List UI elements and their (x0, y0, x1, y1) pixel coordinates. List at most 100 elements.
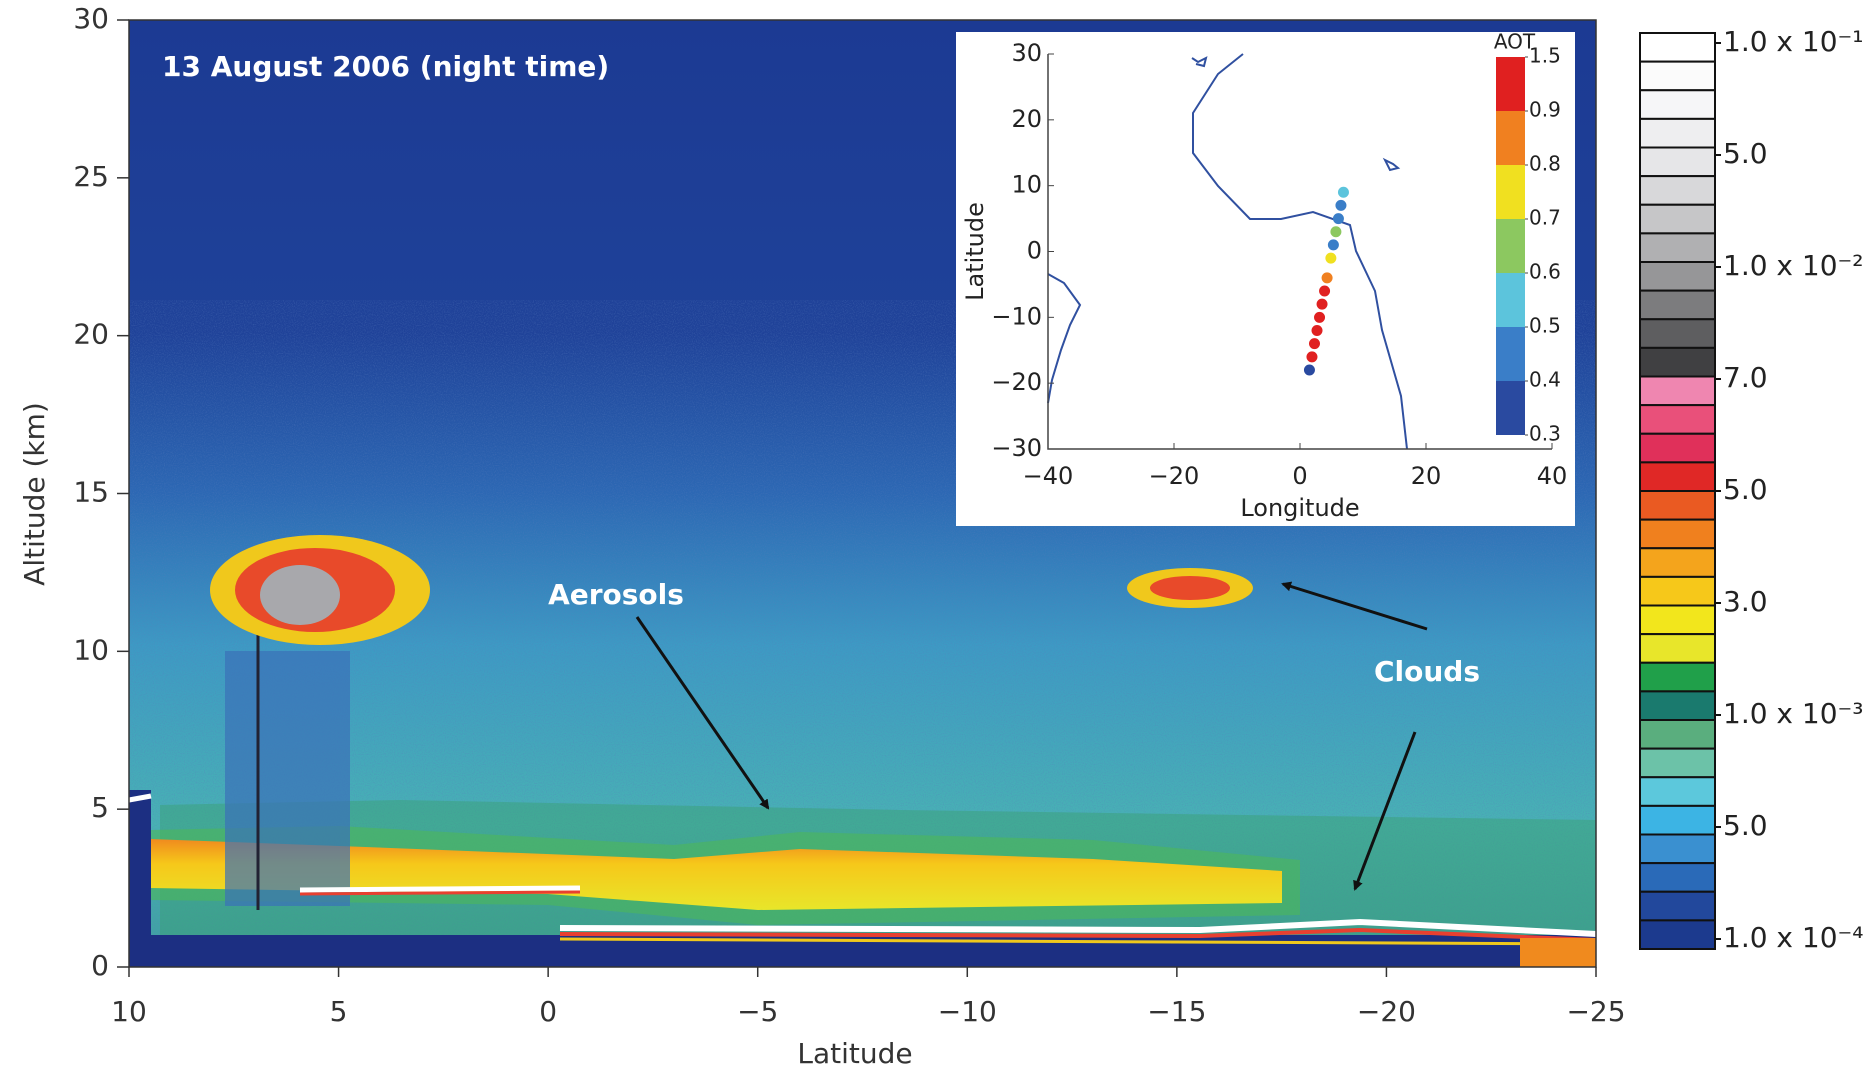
y-tick-label: −10 (991, 302, 1042, 330)
cloud (210, 535, 1253, 645)
aot-colorbar-segment (1496, 273, 1525, 327)
colorbar-tick-label: 5.0 (1723, 137, 1768, 170)
track-point (1319, 285, 1331, 297)
aot-colorbar-segment (1496, 57, 1525, 111)
y-axis-label: Altitude (km) (18, 402, 51, 586)
arrow (1353, 731, 1417, 891)
colorbar-segment (1639, 60, 1716, 92)
track-point (1321, 272, 1333, 284)
y-tick-label: 25 (73, 160, 109, 193)
x-tick-label: 0 (1292, 462, 1307, 490)
colorbar-segment (1639, 890, 1716, 922)
clouds-label: Clouds (1374, 655, 1480, 688)
colorbar-segment (1639, 547, 1716, 578)
colorbar-segment (1639, 661, 1716, 693)
colorbar-tick-label: 1.0 x 10⁻⁴ (1723, 921, 1864, 954)
y-tick-label: 30 (73, 2, 109, 35)
colorbar-segment (1639, 318, 1716, 349)
colorbar-segment (1639, 776, 1716, 807)
x-tick-label: −20 (1357, 995, 1416, 1028)
colorbar-segment (1639, 490, 1716, 521)
y-tick-label: 20 (1011, 105, 1042, 133)
x-tick-label: −40 (1023, 462, 1074, 490)
inset-background (956, 32, 1575, 526)
colorbar-segment (1639, 862, 1716, 893)
colorbar-tick-label: 1.0 x 10⁻³ (1723, 697, 1864, 730)
colorbar-segment (1639, 804, 1716, 836)
track-point (1332, 213, 1344, 225)
colorbar-segment (1639, 375, 1716, 407)
aot-tick-label: 0.5 (1529, 314, 1561, 338)
colorbar-segment (1639, 346, 1716, 378)
aot-tick-label: 0.6 (1529, 260, 1561, 284)
colorbar-segment (1639, 919, 1716, 950)
y-tick-label: 10 (1011, 171, 1042, 199)
track-point (1335, 199, 1347, 211)
colorbar-segment (1639, 404, 1716, 435)
date-label: 13 August 2006 (night time) (162, 50, 609, 83)
colorbar-segment (1639, 117, 1716, 149)
colorbar-tick-label: 1.0 x 10⁻² (1723, 249, 1864, 282)
colorbar-segment (1639, 633, 1716, 664)
colorbar-segment (1639, 261, 1716, 292)
colorbar-segment (1639, 461, 1716, 492)
x-tick-label: 20 (1411, 462, 1442, 490)
track-point (1325, 252, 1337, 264)
y-tick-label: 5 (91, 791, 109, 824)
aot-tick-label: 0.3 (1529, 422, 1561, 446)
colorbar-segment (1639, 690, 1716, 721)
arrow (635, 616, 770, 810)
aot-tick-label: 1.5 (1529, 44, 1561, 68)
x-tick-label: −10 (938, 995, 997, 1028)
aot-colorbar-segment (1496, 165, 1525, 219)
island (1382, 157, 1401, 172)
arrow (1281, 581, 1428, 631)
y-tick-label: 0 (1027, 237, 1042, 265)
colorbar-segment (1639, 719, 1716, 750)
x-tick-label: −5 (737, 995, 778, 1028)
track-point (1303, 364, 1315, 376)
y-tick-label: 20 (73, 318, 109, 351)
y-tick-label: 10 (73, 633, 109, 666)
track-point (1316, 298, 1328, 310)
aot-title: AOT (1494, 30, 1536, 54)
x-tick-label: 10 (111, 995, 147, 1028)
track-point (1311, 325, 1323, 336)
colorbar-segment (1639, 432, 1716, 464)
colorbar-segment (1639, 604, 1716, 636)
colorbar-segment (1639, 232, 1716, 263)
colorbar-segment (1639, 518, 1716, 550)
x-tick-label: −25 (1566, 995, 1625, 1028)
x-tick-label: −15 (1147, 995, 1206, 1028)
x-axis-label: Longitude (1240, 494, 1359, 522)
track-point (1337, 186, 1349, 198)
track-point (1330, 226, 1342, 238)
aot-tick-label: 0.8 (1529, 152, 1561, 176)
annotations: 13 August 2006 (night time) Aerosols Clo… (162, 50, 1480, 891)
y-tick-label: 0 (91, 949, 109, 982)
x-axis-label: Latitude (797, 1037, 912, 1070)
coastline (1191, 56, 1208, 68)
colorbar-tick-label: 1.0 x 10⁻¹ (1723, 25, 1864, 58)
y-tick-label: 30 (1011, 39, 1042, 67)
colorbar-segment (1639, 747, 1716, 779)
colorbar-tick-label: 7.0 (1723, 361, 1768, 394)
track-point (1327, 239, 1339, 251)
colorbar-segment (1639, 32, 1716, 63)
aot-colorbar-segment (1496, 381, 1525, 435)
coastline (1192, 53, 1408, 450)
aot-tick-label: 0.4 (1529, 368, 1561, 392)
inset-map: −40 −20 0 20 40 −30 −20 −10 0 10 20 30 Longitude Lati… (956, 30, 1575, 526)
aot-colorbar-segment (1496, 327, 1525, 381)
aerosols-label: Aerosols (548, 578, 684, 611)
colorbar-tick-label: 5.0 (1723, 473, 1768, 506)
x-tick-label: 0 (539, 995, 557, 1028)
colorbar-segment (1639, 575, 1716, 607)
x-tick-label: 5 (330, 995, 348, 1028)
colorbar-segment (1639, 146, 1716, 178)
aot-colorbar-segment (1496, 111, 1525, 165)
track-point (1314, 311, 1326, 323)
y-tick-label: −20 (991, 368, 1042, 396)
colorbar-tick-label: 5.0 (1723, 809, 1768, 842)
colorbar-segment (1639, 203, 1716, 235)
